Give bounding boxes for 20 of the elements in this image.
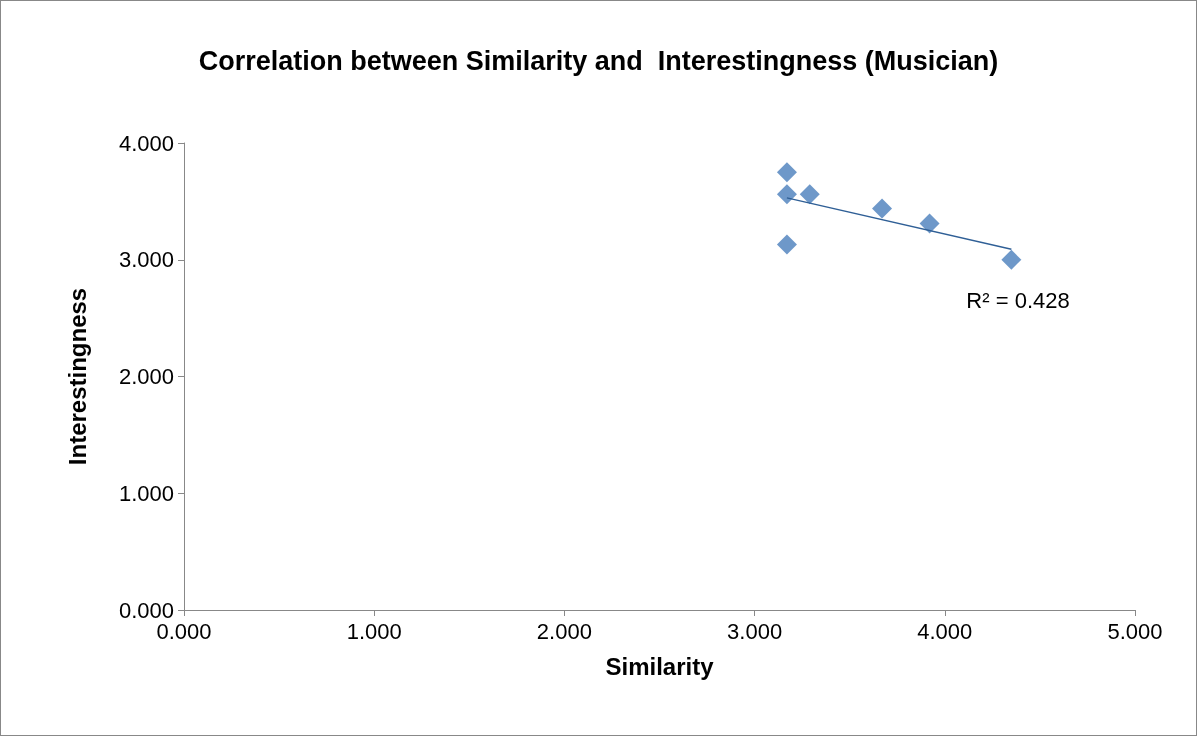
- point: [776, 162, 797, 183]
- y-tick-label: 4.000: [118, 130, 174, 156]
- x-tick-label: 2.000: [536, 618, 592, 644]
- y-axis-title: Interestingness: [63, 287, 91, 466]
- point: [919, 213, 940, 234]
- x-tick-label: 5.000: [1107, 618, 1163, 644]
- chart-title: Correlation between Similarity and Interestingness (Musician): [198, 46, 999, 76]
- annotation: R² = 0.428: [966, 287, 1070, 313]
- y-tick-label: 3.000: [118, 247, 174, 273]
- point: [799, 184, 820, 205]
- point: [776, 184, 797, 205]
- x-tick-label: 1.000: [346, 618, 402, 644]
- x-axis-title: Similarity: [605, 652, 715, 680]
- point: [776, 234, 797, 255]
- y-tick-label: 2.000: [118, 364, 174, 389]
- x-tick-label: 3.000: [727, 618, 783, 644]
- point: [872, 198, 893, 219]
- y-tick-label: 1.000: [118, 480, 174, 506]
- x-tick-label: 4.000: [917, 618, 973, 644]
- point: [1001, 249, 1022, 270]
